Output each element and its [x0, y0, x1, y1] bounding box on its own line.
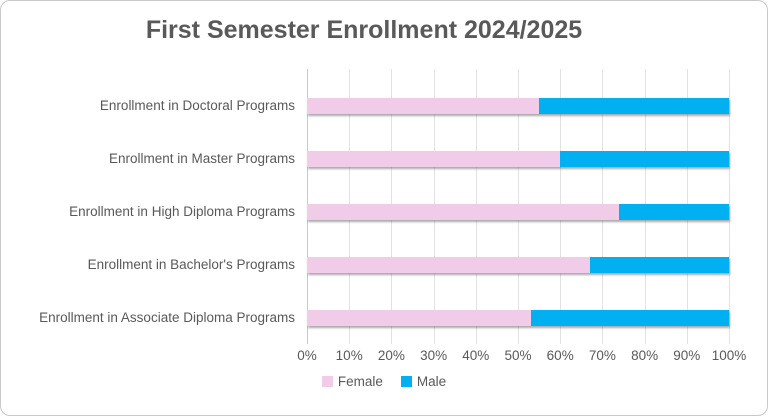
- bar-segment-female: [307, 203, 620, 220]
- bar-segment-male: [589, 256, 729, 273]
- x-tick-label: 40%: [462, 348, 490, 363]
- legend-label: Male: [416, 374, 447, 389]
- legend-swatch-icon: [321, 376, 333, 387]
- x-tick-label: 80%: [631, 348, 659, 363]
- x-tick-label: 70%: [588, 348, 616, 363]
- bar-segment-female: [307, 256, 590, 273]
- legend-swatch-icon: [400, 376, 412, 387]
- category-label: Enrollment in High Diploma Programs: [69, 204, 295, 219]
- bar-segment-female: [307, 309, 531, 326]
- x-tick-label: 30%: [420, 348, 448, 363]
- category-axis: Enrollment in Doctoral Programs Enrollmen…: [1, 79, 301, 344]
- category-label: Enrollment in Doctoral Programs: [99, 98, 295, 113]
- chart-title: First Semester Enrollment 2024/2025: [145, 16, 583, 44]
- gridline: [729, 69, 730, 344]
- x-tick-label: 100%: [711, 348, 747, 363]
- legend: Female Male: [1, 374, 767, 389]
- plot-area: [307, 69, 730, 344]
- bar-row: [307, 150, 729, 167]
- x-tick-label: 20%: [377, 348, 405, 363]
- x-tick-label: 0%: [297, 348, 317, 363]
- bar-row: [307, 309, 729, 326]
- category-label: Enrollment in Bachelor's Programs: [87, 257, 295, 272]
- x-axis: 0% 10% 20% 30% 40% 50% 60% 70% 80% 90% 100%: [297, 348, 746, 364]
- category-label: Enrollment in Master Programs: [108, 151, 295, 166]
- legend-item-male: Male: [400, 374, 447, 389]
- bar-row: [307, 256, 729, 273]
- x-tick-label: 90%: [673, 348, 701, 363]
- x-tick-label: 50%: [504, 348, 532, 363]
- x-tick-label: 10%: [335, 348, 363, 363]
- category-label: Enrollment in Associate Diploma Programs: [39, 310, 295, 325]
- bar-segment-male: [560, 150, 729, 167]
- bar-row: [307, 203, 729, 220]
- legend-label: Female: [337, 374, 383, 389]
- bar-row: [307, 97, 729, 114]
- legend-item-female: Female: [321, 374, 383, 389]
- bar-segment-female: [307, 150, 561, 167]
- bar-segment-male: [539, 97, 729, 114]
- bar-segment-male: [619, 203, 729, 220]
- bar-segment-female: [307, 97, 540, 114]
- bar-segment-male: [530, 309, 729, 326]
- x-tick-label: 60%: [546, 348, 574, 363]
